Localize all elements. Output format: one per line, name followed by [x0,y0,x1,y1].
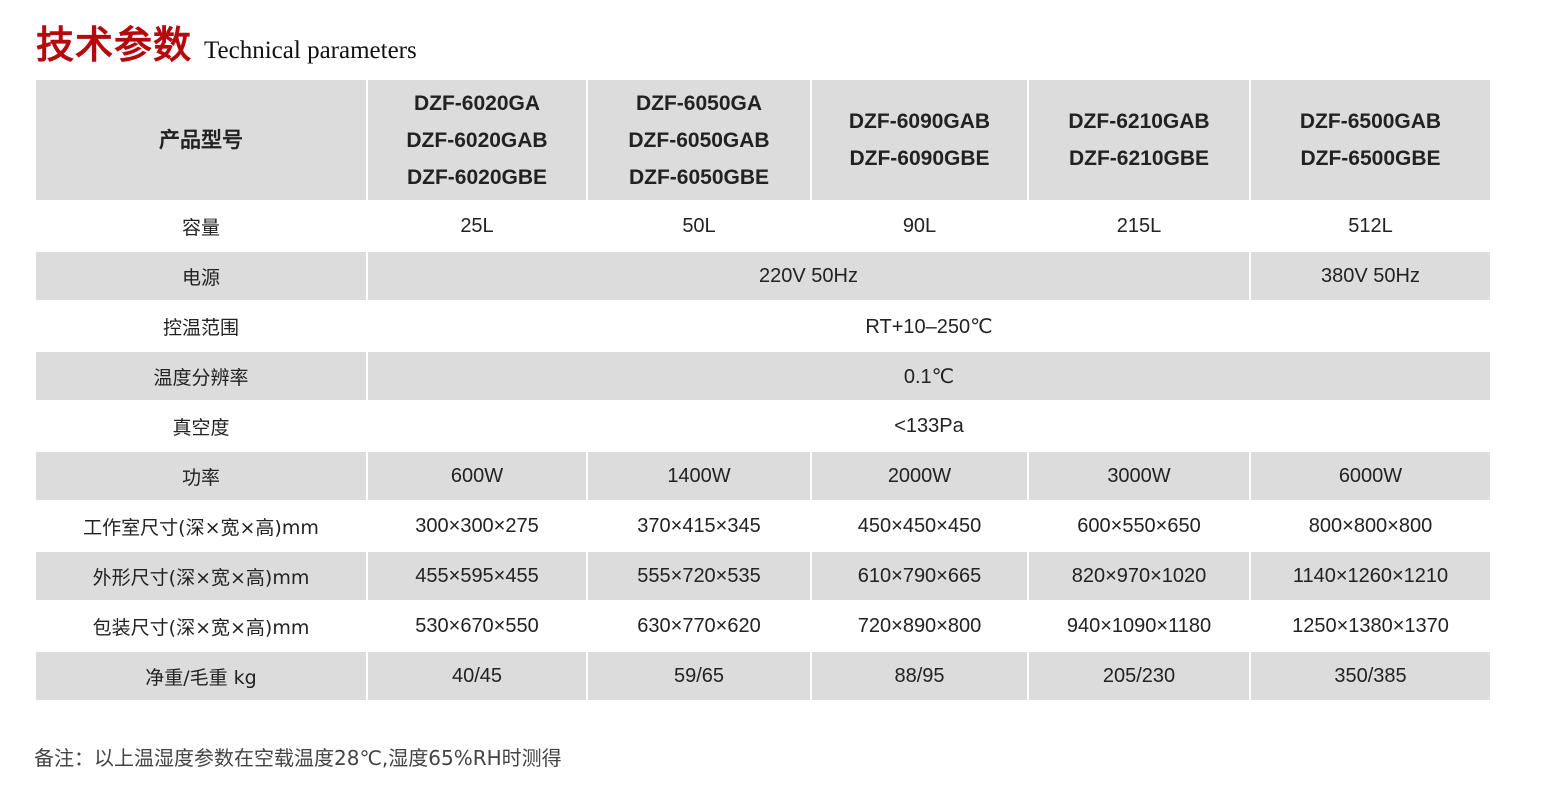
value-cell: 3000W [1027,450,1251,502]
row-label: 功率 [34,450,368,502]
model-cell: DZF-6500GAB DZF-6500GBE [1249,78,1492,202]
value-cell: 720×890×800 [810,600,1029,652]
value-cell: 88/95 [810,650,1029,702]
model-name: DZF-6020GAB [406,128,548,152]
value-cell: <133Pa [366,400,1492,452]
table-row: 真空度 <133Pa [34,400,1492,452]
table-row: 容量 25L 50L 90L 215L 512L [34,200,1492,252]
table-row: 外形尺寸(深×宽×高)mm 455×595×455 555×720×535 610×7… [34,550,1492,602]
row-label: 外形尺寸(深×宽×高)mm [34,550,368,602]
value-cell: 6000W [1249,450,1492,502]
model-name: DZF-6090GAB [848,110,991,133]
value-cell: RT+10–250℃ [366,300,1492,352]
row-label: 电源 [34,250,368,302]
value-cell: 220V 50Hz [366,250,1251,302]
row-label: 产品型号 [34,78,368,202]
value-cell: 40/45 [366,650,588,702]
value-cell: 25L [366,200,588,252]
value-cell: 1400W [586,450,812,502]
row-label: 真空度 [34,400,368,452]
value-cell: 350/385 [1249,650,1492,702]
model-cell: DZF-6020GA DZF-6020GAB DZF-6020GBE [366,78,588,202]
title-english: Technical parameters [204,37,417,64]
value-cell: 0.1℃ [366,350,1492,402]
model-name: DZF-6050GAB [628,128,770,152]
row-label: 包装尺寸(深×宽×高)mm [34,600,368,652]
table-row: 温度分辨率 0.1℃ [34,350,1492,402]
value-cell: 820×970×1020 [1027,550,1251,602]
model-name: DZF-6050GA [635,91,763,115]
value-cell: 300×300×275 [366,500,588,552]
footnote: 备注：以上温湿度参数在空载温度28℃,湿度65%RH时测得 [34,746,562,770]
value-cell: 800×800×800 [1249,500,1492,552]
table-row: 控温范围 RT+10–250℃ [34,300,1492,352]
model-name: DZF-6090GBE [849,147,990,170]
row-label: 温度分辨率 [34,350,368,402]
value-cell: 380V 50Hz [1249,250,1492,302]
row-label: 净重/毛重 kg [34,650,368,702]
value-cell: 50L [586,200,812,252]
model-name: DZF-6210GBE [1068,147,1210,170]
value-cell: 530×670×550 [366,600,588,652]
table-row: 工作室尺寸(深×宽×高)mm 300×300×275 370×415×345 450×… [34,500,1492,552]
row-label: 工作室尺寸(深×宽×高)mm [34,500,368,552]
page-title: 技术参数 Technical parameters [36,14,417,69]
value-cell: 2000W [810,450,1029,502]
table-header-row: 产品型号 DZF-6020GA DZF-6020GAB DZF-6020GBE DZ… [34,78,1492,202]
table-row: 净重/毛重 kg 40/45 59/65 88/95 205/230 350/385 [34,650,1492,702]
value-cell: 215L [1027,200,1251,252]
table-row: 功率 600W 1400W 2000W 3000W 6000W [34,450,1492,502]
model-name: DZF-6050GBE [628,165,770,189]
value-cell: 59/65 [586,650,812,702]
value-cell: 940×1090×1180 [1027,600,1251,652]
row-label: 控温范围 [34,300,368,352]
model-name: DZF-6500GBE [1300,147,1441,170]
model-cell: DZF-6210GAB DZF-6210GBE [1027,78,1251,202]
value-cell: 450×450×450 [810,500,1029,552]
model-cell: DZF-6050GA DZF-6050GAB DZF-6050GBE [586,78,812,202]
value-cell: 205/230 [1027,650,1251,702]
value-cell: 455×595×455 [366,550,588,602]
model-name: DZF-6210GAB [1068,110,1210,133]
value-cell: 1250×1380×1370 [1249,600,1492,652]
value-cell: 600W [366,450,588,502]
value-cell: 610×790×665 [810,550,1029,602]
value-cell: 630×770×620 [586,600,812,652]
value-cell: 370×415×345 [586,500,812,552]
model-name: DZF-6020GBE [406,165,548,189]
table-row: 电源 220V 50Hz 380V 50Hz [34,250,1492,302]
title-chinese: 技术参数 [36,23,193,67]
table-row: 包装尺寸(深×宽×高)mm 530×670×550 630×770×620 720×8… [34,600,1492,652]
model-name: DZF-6500GAB [1299,110,1442,133]
spec-table: 产品型号 DZF-6020GA DZF-6020GAB DZF-6020GBE DZ… [34,78,1492,702]
value-cell: 555×720×535 [586,550,812,602]
model-name: DZF-6020GA [413,91,541,115]
value-cell: 600×550×650 [1027,500,1251,552]
value-cell: 90L [810,200,1029,252]
model-cell: DZF-6090GAB DZF-6090GBE [810,78,1029,202]
value-cell: 512L [1249,200,1492,252]
value-cell: 1140×1260×1210 [1249,550,1492,602]
row-label: 容量 [34,200,368,252]
